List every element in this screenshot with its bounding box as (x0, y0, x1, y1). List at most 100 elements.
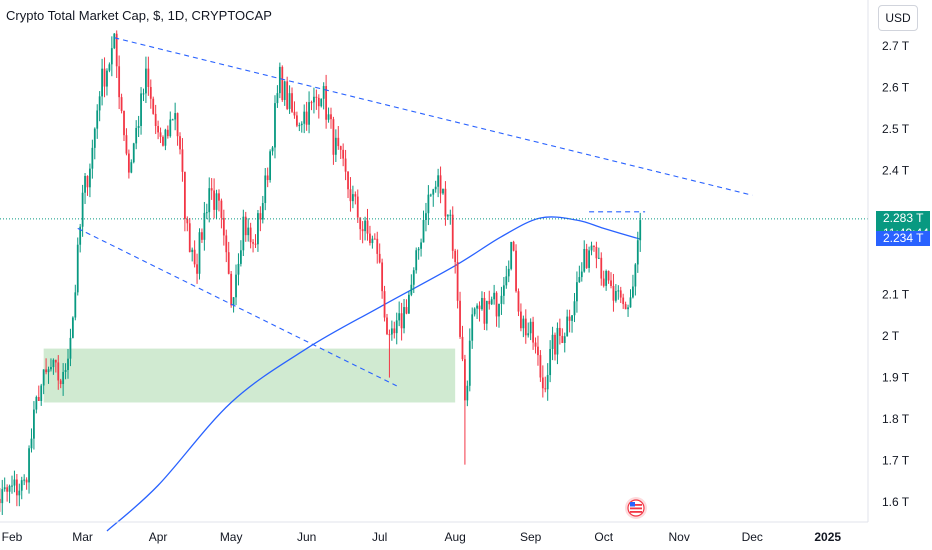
candle[interactable] (261, 195, 264, 224)
candle[interactable] (442, 188, 444, 195)
candle[interactable] (205, 203, 208, 220)
candle[interactable] (580, 262, 583, 282)
candle[interactable] (325, 74, 328, 129)
candle[interactable] (339, 145, 342, 159)
candle[interactable] (415, 247, 418, 274)
candle[interactable] (337, 125, 340, 150)
candle[interactable] (546, 363, 549, 401)
candle[interactable] (218, 189, 220, 212)
candle[interactable] (478, 301, 481, 322)
time-axis[interactable]: Feb Mar Apr May Jun Jul Aug Sep Oct Nov Dec 2025 (2, 530, 842, 544)
candle[interactable] (106, 68, 108, 96)
candle[interactable] (159, 127, 162, 144)
candle[interactable] (403, 299, 405, 334)
candle[interactable] (388, 329, 391, 378)
candle[interactable] (541, 365, 544, 398)
candle[interactable] (344, 149, 347, 181)
candle[interactable] (259, 206, 262, 232)
candle[interactable] (576, 271, 578, 313)
candle[interactable] (563, 332, 566, 353)
candle[interactable] (300, 121, 303, 133)
candle[interactable] (193, 240, 196, 268)
candle[interactable] (98, 91, 101, 122)
candle[interactable] (62, 363, 65, 396)
candle[interactable] (517, 288, 520, 317)
candle[interactable] (176, 112, 179, 146)
candle[interactable] (619, 286, 622, 304)
candle[interactable] (50, 358, 52, 372)
candle[interactable] (390, 320, 393, 341)
candle[interactable] (157, 120, 159, 140)
candle[interactable] (208, 177, 211, 223)
candle[interactable] (432, 188, 435, 207)
candle[interactable] (84, 172, 86, 204)
candle[interactable] (437, 168, 440, 198)
candle[interactable] (15, 473, 18, 507)
candle[interactable] (3, 477, 6, 492)
candle[interactable] (605, 269, 608, 291)
candle[interactable] (507, 260, 510, 283)
candle[interactable] (135, 120, 138, 150)
candle[interactable] (393, 321, 396, 339)
candle[interactable] (101, 58, 103, 106)
candle[interactable] (286, 76, 289, 111)
candle[interactable] (481, 291, 483, 311)
candle[interactable] (386, 313, 388, 336)
candle[interactable] (383, 285, 386, 322)
candle[interactable] (210, 178, 213, 200)
candle[interactable] (602, 270, 605, 288)
candle[interactable] (369, 225, 371, 246)
candle[interactable] (13, 470, 16, 493)
candle[interactable] (417, 247, 420, 260)
candle[interactable] (359, 217, 362, 240)
candle[interactable] (242, 209, 245, 257)
candle[interactable] (527, 322, 530, 338)
candle[interactable] (454, 248, 457, 274)
candle[interactable] (483, 292, 486, 330)
candle[interactable] (561, 328, 564, 344)
candle[interactable] (269, 149, 272, 183)
candle[interactable] (512, 240, 515, 252)
candle[interactable] (498, 303, 500, 328)
candle[interactable] (349, 177, 352, 212)
candle[interactable] (291, 87, 293, 114)
candle[interactable] (639, 212, 642, 252)
candle[interactable] (554, 332, 556, 361)
candle[interactable] (142, 88, 145, 102)
candle[interactable] (162, 135, 164, 147)
candle[interactable] (252, 239, 254, 253)
candle[interactable] (342, 143, 345, 167)
candle[interactable] (510, 241, 513, 271)
candle[interactable] (293, 101, 296, 119)
candle[interactable] (456, 249, 459, 309)
candle[interactable] (529, 318, 532, 341)
candle[interactable] (137, 115, 140, 138)
candle[interactable] (254, 234, 257, 248)
candle[interactable] (425, 202, 427, 232)
candle[interactable] (130, 159, 133, 174)
candle[interactable] (281, 65, 284, 102)
candle[interactable] (127, 149, 130, 179)
candle[interactable] (81, 184, 84, 237)
candle[interactable] (451, 206, 454, 259)
candle[interactable] (288, 85, 291, 114)
candle[interactable] (276, 85, 279, 108)
candle[interactable] (429, 193, 432, 197)
candle[interactable] (539, 350, 542, 382)
candle[interactable] (464, 354, 466, 465)
candle[interactable] (500, 286, 503, 315)
candle[interactable] (96, 104, 99, 139)
candle[interactable] (488, 290, 491, 310)
candle[interactable] (179, 132, 181, 155)
candle[interactable] (315, 89, 318, 110)
candle[interactable] (264, 168, 267, 211)
candle[interactable] (103, 57, 106, 98)
candle[interactable] (266, 167, 269, 188)
moving-average-line[interactable] (106, 216, 641, 532)
candle[interactable] (145, 56, 147, 103)
candle[interactable] (6, 484, 9, 502)
candle[interactable] (471, 307, 474, 349)
candle[interactable] (356, 189, 359, 223)
candle[interactable] (459, 291, 461, 339)
candle[interactable] (59, 378, 62, 389)
